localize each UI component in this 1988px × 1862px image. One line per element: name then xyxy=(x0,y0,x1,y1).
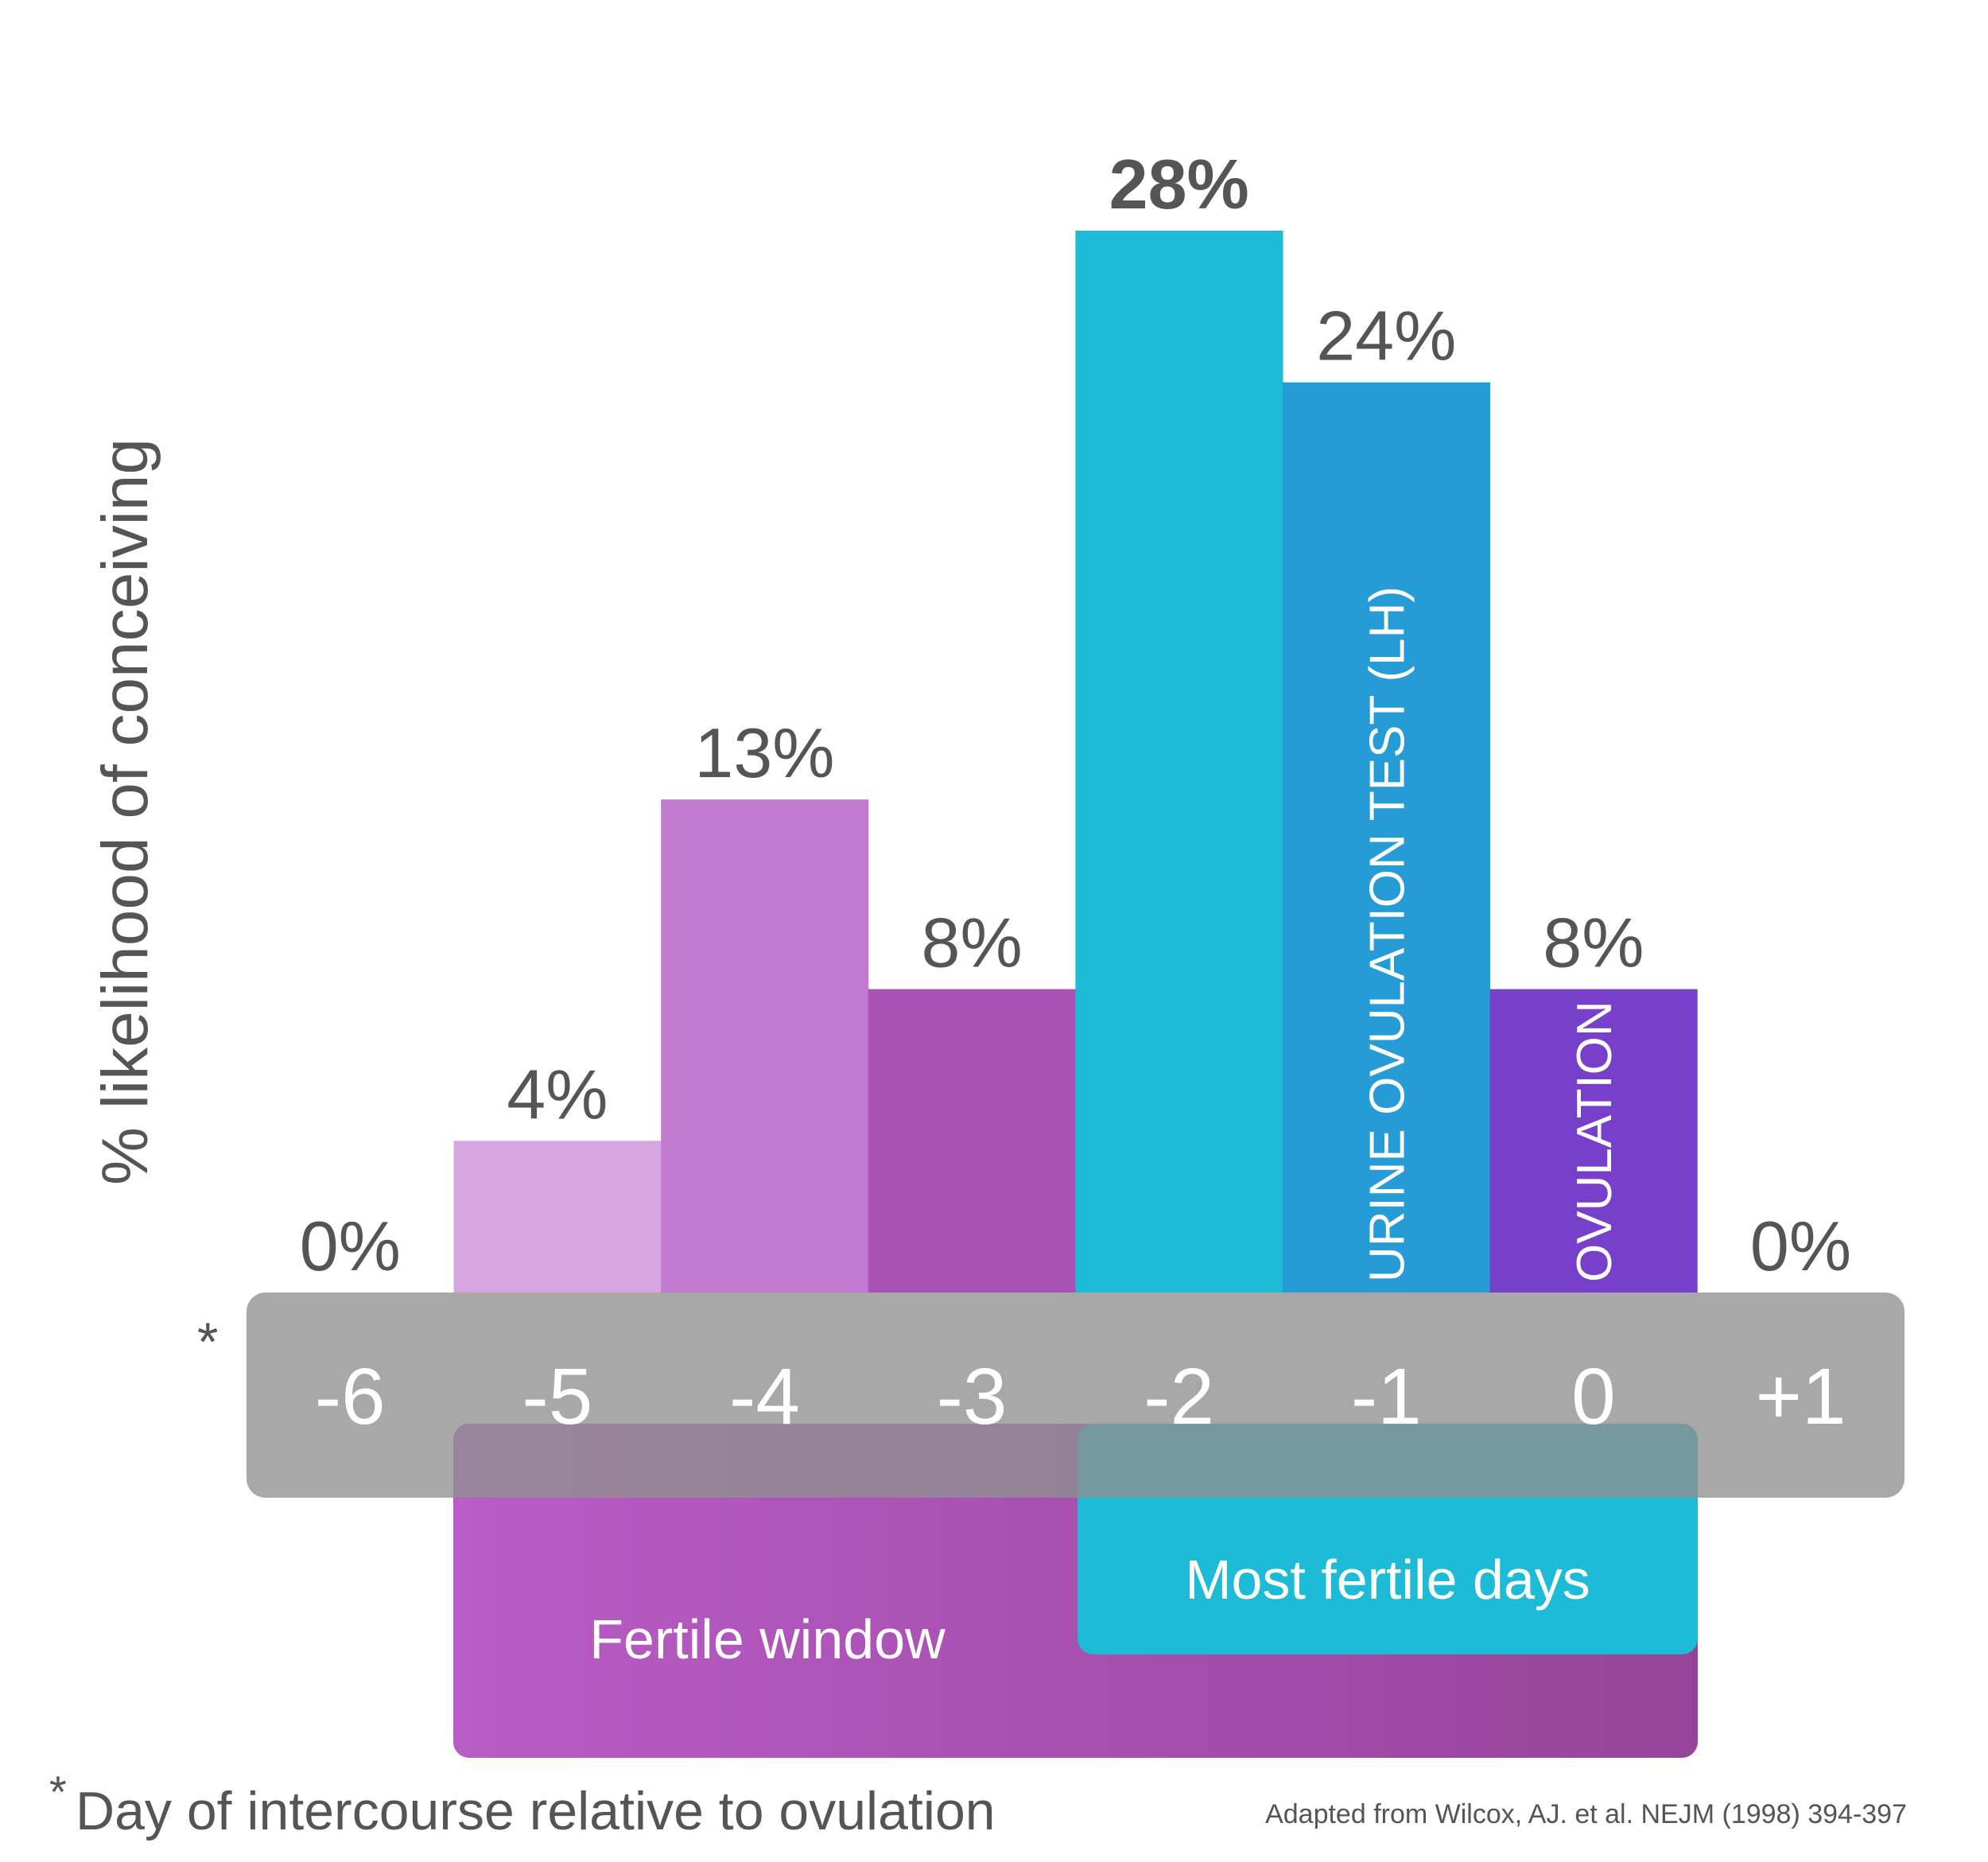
day-label--1: -1 xyxy=(1351,1352,1422,1441)
x-axis-label: Day of intercourse relative to ovulation xyxy=(76,1781,996,1841)
bar-annotations-group: URINE OVULATION TEST (LH) OVULATION xyxy=(1360,586,1622,1282)
bar-day-0 xyxy=(1489,989,1698,1293)
bar-day--2 xyxy=(1075,231,1283,1293)
value-label-day--6: 0% xyxy=(300,1207,401,1285)
y-axis-label: % likelihood of conceiving xyxy=(89,438,161,1185)
bar-day--5 xyxy=(453,1141,662,1293)
axis-asterisk: * xyxy=(197,1312,218,1372)
day-label--4: -4 xyxy=(729,1352,800,1441)
day-label--6: -6 xyxy=(315,1352,386,1441)
footnote-asterisk: * xyxy=(49,1767,67,1817)
day-labels-group: -6 -5 -4 -3 -2 -1 0 +1 xyxy=(315,1352,1846,1441)
value-label-day-0: 8% xyxy=(1543,904,1644,982)
fertile-window-label: Fertile window xyxy=(589,1608,945,1670)
day-label--5: -5 xyxy=(522,1352,592,1441)
most-fertile-days-label: Most fertile days xyxy=(1185,1549,1590,1611)
day-label--3: -3 xyxy=(937,1352,1008,1441)
value-label-day--3: 8% xyxy=(922,904,1023,982)
bars-group: 0% 4% 13% 8% 28% 24% 8% 0% xyxy=(300,145,1851,1293)
bar-day--1 xyxy=(1283,382,1491,1293)
day-label--2: -2 xyxy=(1143,1352,1214,1441)
value-label-day--2: 28% xyxy=(1109,145,1249,224)
day-axis-band xyxy=(247,1293,1905,1498)
value-label-day--1: 24% xyxy=(1316,297,1456,375)
bar-day--4 xyxy=(661,799,869,1293)
bar-annotation-ovulation: OVULATION xyxy=(1567,1001,1622,1282)
day-label-+1: +1 xyxy=(1755,1352,1846,1441)
value-label-day--5: 4% xyxy=(507,1055,608,1133)
bar-annotation-urine-test: URINE OVULATION TEST (LH) xyxy=(1360,586,1415,1282)
value-label-day--4: 13% xyxy=(694,713,834,792)
day-label-0: 0 xyxy=(1571,1352,1616,1441)
bar-day--3 xyxy=(868,989,1076,1293)
value-label-day-+1: 0% xyxy=(1750,1207,1851,1285)
source-citation: Adapted from Wilcox, AJ. et al. NEJM (19… xyxy=(1265,1799,1907,1829)
